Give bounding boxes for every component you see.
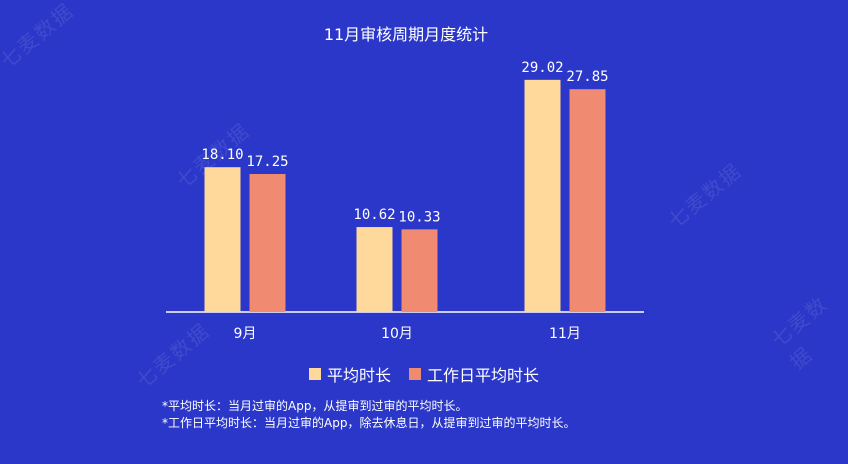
bar-avg-2 <box>524 79 561 312</box>
legend-item-avg: 平均时长 <box>308 362 391 386</box>
legend-label-avg: 平均时长 <box>326 366 391 385</box>
footnote-workday: *工作日平均时长：当月过审的App，除去休息日，从提审到过审的平均时长。 <box>162 416 576 430</box>
data-label-avg-2: 29.02 <box>521 60 563 76</box>
chart-title: 11月审核周期月度统计 <box>324 25 488 44</box>
footnotes: *平均时长：当月过审的App，从提审到过审的平均时长。 *工作日平均时长：当月过… <box>162 398 575 432</box>
x-tick-label: 9月 <box>234 326 257 342</box>
bar-workday-0 <box>249 174 286 312</box>
bar-avg-0 <box>204 167 241 312</box>
data-label-workday-1: 10.33 <box>398 209 440 225</box>
legend-swatch-avg <box>308 368 321 380</box>
data-label-workday-2: 27.85 <box>566 69 608 85</box>
legend-item-workday: 工作日平均时长 <box>409 362 539 386</box>
bar-workday-1 <box>401 229 438 312</box>
data-label-avg-1: 10.62 <box>353 207 395 223</box>
legend: 平均时长 工作日平均时长 <box>0 362 848 386</box>
legend-label-workday: 工作日平均时长 <box>427 366 540 385</box>
data-label-avg-0: 18.10 <box>201 147 243 163</box>
x-tick-label: 11月 <box>549 326 581 342</box>
bar-workday-2 <box>569 89 606 312</box>
x-tick-label: 10月 <box>381 326 413 342</box>
data-label-workday-0: 17.25 <box>246 154 288 170</box>
bar-avg-1 <box>356 227 393 312</box>
legend-swatch-workday <box>409 368 421 380</box>
footnote-avg: *平均时长：当月过审的App，从提审到过审的平均时长。 <box>162 399 468 413</box>
